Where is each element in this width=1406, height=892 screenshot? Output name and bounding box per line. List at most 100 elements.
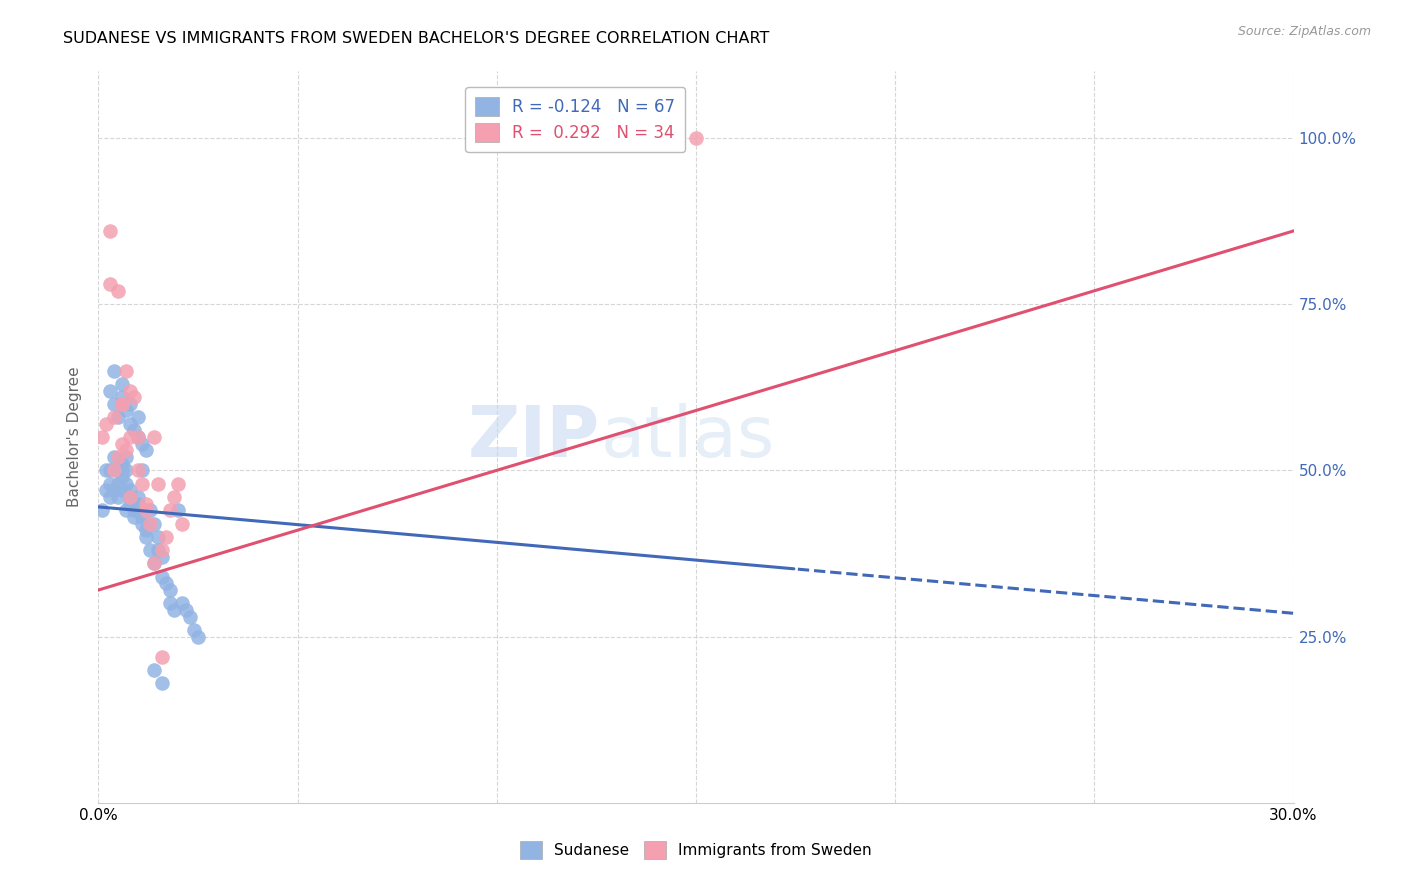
Point: [139, 543, 162, 558]
Point: [150, 676, 173, 690]
Point: [100, 384, 122, 398]
Point: [124, 424, 146, 438]
Point: [115, 443, 138, 458]
Point: [179, 609, 201, 624]
Point: [135, 497, 157, 511]
Point: [167, 503, 190, 517]
Point: [163, 490, 186, 504]
Point: [148, 530, 170, 544]
Point: [150, 649, 173, 664]
Point: [96, 417, 118, 431]
Point: [174, 603, 197, 617]
Point: [150, 549, 173, 564]
Text: SUDANESE VS IMMIGRANTS FROM SWEDEN BACHELOR'S DEGREE CORRELATION CHART: SUDANESE VS IMMIGRANTS FROM SWEDEN BACHE…: [63, 31, 769, 46]
Text: ZIP: ZIP: [468, 402, 600, 472]
Point: [111, 483, 134, 498]
Point: [120, 430, 142, 444]
Point: [107, 284, 129, 298]
Point: [111, 390, 134, 404]
Point: [135, 530, 157, 544]
Point: [111, 470, 134, 484]
Point: [159, 503, 181, 517]
Point: [120, 397, 142, 411]
Point: [120, 417, 142, 431]
Point: [120, 490, 142, 504]
Point: [163, 603, 186, 617]
Point: [143, 430, 166, 444]
Point: [111, 457, 134, 471]
Point: [685, 131, 707, 145]
Point: [143, 557, 166, 571]
Point: [127, 503, 149, 517]
Point: [91, 503, 114, 517]
Point: [100, 224, 122, 238]
Text: Source: ZipAtlas.com: Source: ZipAtlas.com: [1237, 25, 1371, 38]
Point: [111, 397, 134, 411]
Point: [159, 582, 181, 597]
Point: [172, 596, 194, 610]
Point: [127, 497, 149, 511]
Point: [124, 497, 146, 511]
Point: [127, 410, 149, 425]
Point: [100, 277, 122, 292]
Point: [103, 410, 125, 425]
Point: [143, 557, 166, 571]
Point: [115, 403, 138, 417]
Point: [127, 430, 149, 444]
Point: [96, 483, 118, 498]
Point: [107, 476, 129, 491]
Point: [159, 596, 181, 610]
Point: [103, 450, 125, 464]
Text: atlas: atlas: [600, 402, 775, 472]
Point: [103, 463, 125, 477]
Point: [172, 516, 194, 531]
Point: [100, 476, 122, 491]
Point: [167, 476, 190, 491]
Point: [127, 463, 149, 477]
Point: [115, 463, 138, 477]
Point: [183, 623, 205, 637]
Point: [139, 516, 162, 531]
Point: [127, 430, 149, 444]
Point: [120, 497, 142, 511]
Point: [103, 363, 125, 377]
Point: [131, 516, 153, 531]
Point: [111, 463, 134, 477]
Point: [111, 397, 134, 411]
Point: [127, 490, 149, 504]
Point: [135, 523, 157, 537]
Point: [115, 363, 138, 377]
Point: [115, 503, 138, 517]
Point: [148, 476, 170, 491]
Point: [96, 463, 118, 477]
Point: [107, 490, 129, 504]
Point: [135, 443, 157, 458]
Point: [120, 384, 142, 398]
Legend: Sudanese, Immigrants from Sweden: Sudanese, Immigrants from Sweden: [515, 835, 877, 864]
Point: [124, 509, 146, 524]
Point: [187, 630, 209, 644]
Point: [143, 663, 166, 677]
Point: [155, 530, 177, 544]
Point: [135, 503, 157, 517]
Point: [143, 516, 166, 531]
Point: [107, 450, 129, 464]
Point: [131, 509, 153, 524]
Point: [120, 483, 142, 498]
Point: [103, 397, 125, 411]
Point: [124, 390, 146, 404]
Point: [100, 463, 122, 477]
Point: [111, 436, 134, 450]
Point: [107, 463, 129, 477]
Point: [120, 490, 142, 504]
Point: [103, 483, 125, 498]
Point: [100, 490, 122, 504]
Point: [115, 476, 138, 491]
Point: [131, 436, 153, 450]
Point: [124, 503, 146, 517]
Point: [131, 463, 153, 477]
Point: [155, 576, 177, 591]
Point: [111, 376, 134, 391]
Point: [107, 410, 129, 425]
Point: [150, 570, 173, 584]
